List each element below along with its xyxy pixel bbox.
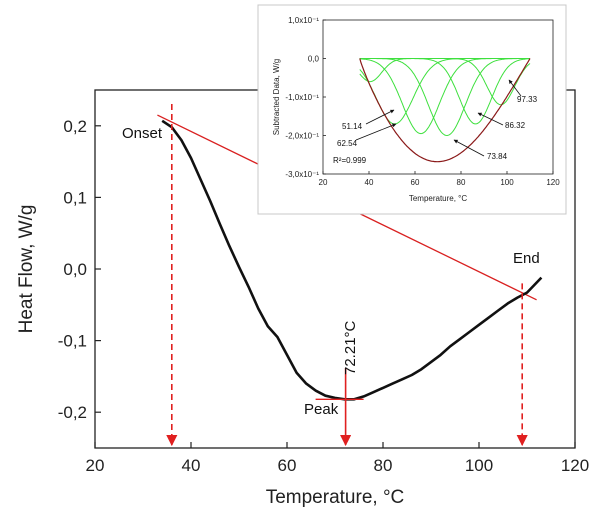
inset-peak-label: 51.14 [342,122,363,131]
inset-peak-arrow [453,139,485,157]
peak-label: Peak [304,401,339,418]
inset-fit-envelope-line [359,58,531,163]
end-label: End [513,250,540,267]
inset-peak-arrow [365,109,395,125]
inset-x-axis-label: Temperature, °C [409,194,468,203]
main-x-axis-label: Temperature, °C [266,487,405,508]
main-x-tick-label: 100 [465,456,493,475]
inset-peak-label: 97.33 [517,95,538,104]
inset-x-tick-label: 60 [411,178,420,187]
inset-y-tick-label: 0,0 [308,55,320,64]
inset-chart: 20 40 60 80 100 120 1,0x10⁻¹ 0,0 -1,0x10⁻¹ -2,0x1… [257,4,567,215]
peak-temperature-label: 72.21°C [342,320,359,375]
main-y-tick-label: 0,0 [63,260,87,279]
inset-y-tick-label: -2,0x10⁻¹ [285,132,319,141]
main-x-tick-label: 80 [374,456,393,475]
inset-x-tick-label: 80 [457,178,466,187]
inset-y-axis-label: Subtracted Data, W/g [272,59,281,135]
inset-x-tick-label: 100 [500,178,514,187]
inset-y-tick-label: 1,0x10⁻¹ [288,16,319,25]
main-x-tick-label: 20 [86,456,105,475]
main-y-tick-label: 0,1 [63,188,87,207]
main-y-tick-label: -0,1 [58,332,87,351]
main-x-tick-label: 120 [561,456,589,475]
main-y-tick-label: -0,2 [58,403,87,422]
inset-peak-arrow [355,123,397,141]
inset-peak-label: 73.84 [487,152,508,161]
inset-x-tick-label: 40 [365,178,374,187]
main-x-tick-label: 60 [278,456,297,475]
inset-r-squared: R²=0.999 [333,156,367,165]
inset-peak-arrow [508,79,522,97]
inset-peak-label: 86.32 [505,121,526,130]
inset-y-tick-label: -3,0x10⁻¹ [285,170,319,179]
main-y-tick-label: 0,2 [63,117,87,136]
inset-peak-arrow [477,112,504,126]
main-y-axis-label: Heat Flow, W/g [16,205,37,334]
inset-y-tick-label: -1,0x10⁻¹ [285,93,319,102]
onset-label: Onset [122,125,163,142]
inset-component-peak [359,58,530,135]
main-x-tick-label: 40 [182,456,201,475]
inset-x-tick-label: 20 [319,178,328,187]
inset-panel [257,4,567,215]
inset-x-tick-label: 120 [546,178,560,187]
inset-peak-label: 62.54 [337,139,358,148]
